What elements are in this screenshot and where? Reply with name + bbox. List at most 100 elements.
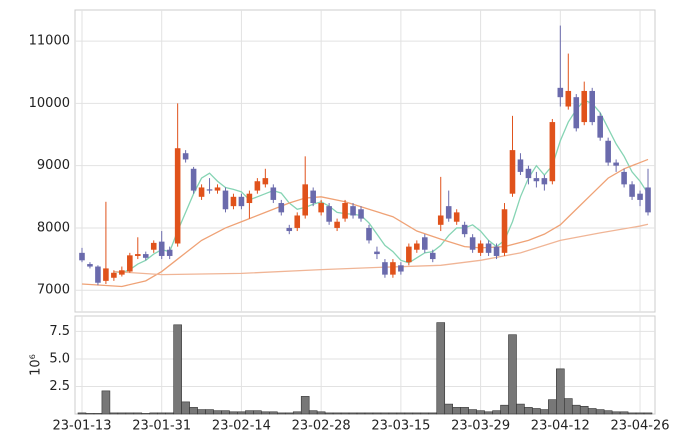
candle-body <box>254 181 261 191</box>
volume-bar <box>340 412 350 415</box>
candle-body <box>581 90 588 123</box>
candle-body <box>103 268 109 281</box>
volume-bar <box>165 412 174 415</box>
volume-bar <box>500 404 509 415</box>
volume-bar <box>524 407 533 415</box>
price-frame <box>74 9 656 313</box>
volume-bar <box>627 412 637 415</box>
candle-body <box>509 150 516 194</box>
candle-body <box>286 227 293 232</box>
volume-bar <box>412 412 422 415</box>
candle-body <box>190 168 197 191</box>
candle-body <box>342 203 348 219</box>
candle-body <box>127 255 133 272</box>
candle-body <box>358 209 364 219</box>
candle-body <box>541 178 548 185</box>
volume-bar <box>436 322 446 415</box>
candle-body <box>246 193 253 204</box>
candle-body <box>621 171 627 185</box>
candle-body <box>302 184 308 216</box>
x-tick-label: 23-03-29 <box>451 419 510 434</box>
candle-body <box>294 215 301 228</box>
volume-bar <box>420 412 430 415</box>
y-tick-label: 7000 <box>37 283 70 298</box>
volume-bar <box>221 410 230 415</box>
candle-body <box>613 162 619 166</box>
candle-body <box>557 87 564 98</box>
volume-bar <box>564 398 573 415</box>
volume-bar <box>173 324 182 415</box>
moving-average-line <box>113 223 649 276</box>
y-tick-label: 7.5 <box>49 324 70 339</box>
candle-body <box>270 187 277 200</box>
volume-bar <box>149 412 159 415</box>
volume-bar <box>468 409 477 415</box>
volume-bar <box>372 412 382 415</box>
candle-body <box>398 265 404 272</box>
candle-body <box>533 178 540 182</box>
volume-bar <box>444 403 453 415</box>
y-tick-label: 5.0 <box>49 351 70 366</box>
x-tick-label: 23-04-26 <box>611 419 670 434</box>
volume-bar <box>261 411 270 415</box>
candle-body <box>135 254 141 256</box>
volume-bar <box>595 409 605 415</box>
candle-body <box>549 122 556 182</box>
candle-body <box>150 242 157 250</box>
candle-body <box>517 159 524 172</box>
candle-body <box>565 90 572 107</box>
volume-bar <box>460 407 469 415</box>
candle-body <box>429 252 436 260</box>
volume-bar <box>213 410 222 415</box>
candle-body <box>111 272 117 278</box>
volume-bar <box>516 403 525 415</box>
volume-bar <box>284 412 294 415</box>
candle-body <box>390 262 396 275</box>
moving-average-line <box>81 158 649 288</box>
candle-body <box>206 189 213 191</box>
y-tick-label: 8000 <box>37 220 70 235</box>
candle-body <box>469 237 476 250</box>
candle-body <box>366 227 372 241</box>
volume-bar <box>452 407 461 415</box>
candle-body <box>166 249 173 256</box>
candle-body <box>182 153 189 160</box>
candle-body <box>87 264 93 267</box>
volume-bar <box>308 410 318 415</box>
candle-body <box>525 168 532 179</box>
candle-body <box>461 224 468 235</box>
candle-body <box>198 187 205 197</box>
x-tick-label: 23-03-15 <box>371 419 430 434</box>
candle-body <box>238 196 245 207</box>
volume-bar <box>571 404 581 415</box>
candle-body <box>422 237 428 250</box>
candle-body <box>629 184 635 197</box>
candle-body <box>445 206 452 219</box>
candle-body <box>637 193 643 200</box>
candle-body <box>310 190 316 204</box>
volume-bar <box>101 390 111 415</box>
y-tick-label: 10000 <box>29 96 70 111</box>
candle-body <box>493 246 500 256</box>
candle-body <box>501 209 508 253</box>
candle-body <box>318 203 324 213</box>
candle-body <box>142 254 149 258</box>
y-tick-label: 9000 <box>37 158 70 173</box>
volume-bar <box>189 407 198 415</box>
volume-bar <box>492 410 501 415</box>
candle-body <box>437 215 444 225</box>
volume-bar <box>428 412 438 415</box>
candle-body <box>477 243 484 253</box>
volume-bar <box>109 412 119 415</box>
volume-bar <box>356 412 366 415</box>
volume-bar <box>404 412 414 415</box>
moving-average-line <box>113 99 649 274</box>
candle-body <box>597 115 603 138</box>
volume-bar <box>237 411 246 415</box>
x-tick-label: 23-02-28 <box>292 419 351 434</box>
volume-axis-label: 10⁶ <box>29 354 44 376</box>
candle-body <box>222 190 229 210</box>
volume-bar <box>324 412 334 415</box>
volume-bar <box>484 411 493 415</box>
volume-bar <box>332 412 342 415</box>
